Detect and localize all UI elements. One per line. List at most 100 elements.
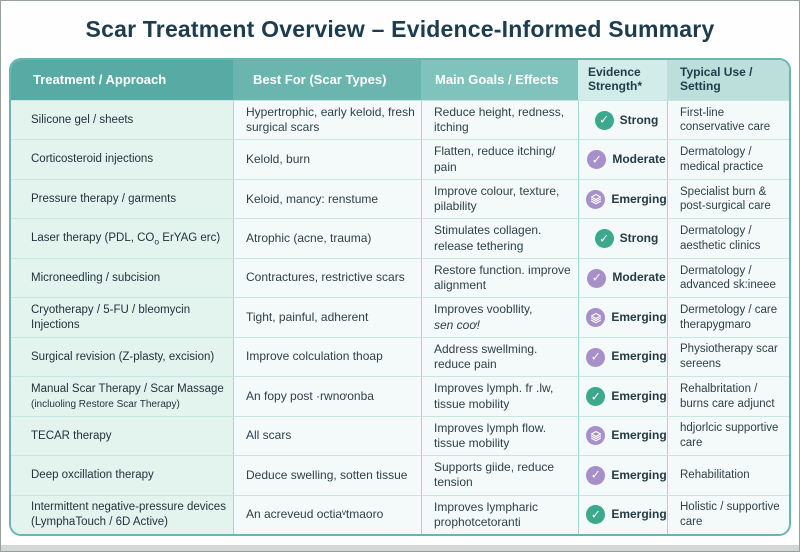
goals-cell: Restore function. improve alignment bbox=[421, 258, 578, 298]
column-header-label: Main Goals / Effects bbox=[435, 71, 559, 87]
evidence-label: Emerging bbox=[611, 309, 667, 324]
evidence-label: Moderate bbox=[612, 270, 666, 285]
typical-use-text: hdjorlcic supportive care bbox=[680, 422, 779, 449]
typical-use-cell: Rehabilitation bbox=[667, 456, 789, 495]
typical-use-text: Specialist burn & post-surgical care bbox=[680, 185, 771, 213]
table-row: Deep oxcillation therapy Deduce swelling,… bbox=[11, 455, 789, 495]
typical-use-text: Holistic / supportive care bbox=[680, 501, 780, 528]
treatment-cell: Surgical revision (Z-plasty, excision) bbox=[11, 337, 233, 377]
typical-use-cell: Physiotherapy scar sereens bbox=[667, 337, 789, 377]
column-header-3: Evidence Strength* bbox=[578, 60, 667, 100]
treatment-label: Microneedling / subcision bbox=[31, 271, 228, 286]
typical-use-text: Dermatology / medical practice bbox=[680, 146, 764, 173]
treatment-cell: Pressure therapy / garments bbox=[11, 179, 233, 219]
best-for-cell: Tight, painful, adherent bbox=[233, 298, 421, 337]
treatment-text: Pressure therapy / garments bbox=[31, 192, 177, 205]
typical-use-text: Dermatology / advanced sk:ineee bbox=[680, 264, 776, 292]
scar-treatment-table: Treatment / Approach Best For (Scar Types… bbox=[9, 58, 791, 537]
best-for-cell: Contractures, restrictive scars bbox=[233, 258, 421, 298]
treatment-cell: TECAR therapy bbox=[11, 416, 233, 456]
goals-text: Improves lymph. fr .lw, tissue mobility bbox=[434, 381, 554, 411]
best-for-text: Improve colculation thoap bbox=[246, 349, 383, 364]
treatment-label: Corticosteroid injections bbox=[31, 152, 228, 167]
treatment-label: Surgical revision (Z-plasty, excision) bbox=[31, 350, 228, 365]
evidence-cell: Emerging bbox=[578, 179, 667, 219]
table-row: Microneedling / subcision Contractures, r… bbox=[11, 257, 789, 298]
check-icon: ✓ bbox=[594, 110, 614, 130]
column-header-2: Main Goals / Effects bbox=[421, 60, 578, 100]
typical-use-cell: First-line conservative care bbox=[667, 101, 789, 140]
evidence-label: Emerging bbox=[611, 467, 667, 482]
evidence-label: Moderate bbox=[612, 152, 666, 167]
evidence-cell: ✓ Strong bbox=[578, 219, 667, 258]
goals-text: Flatten, reduce itching/ pain bbox=[434, 144, 556, 174]
treatment-small-note: (incluoling Restore Scar Therapy) bbox=[31, 398, 180, 410]
check-icon: ✓ bbox=[587, 150, 607, 170]
column-header-label: Best For (Scar Types) bbox=[253, 71, 387, 87]
evidence-cell: Emerging bbox=[578, 298, 667, 337]
treatment-label: Intermittent negative-pressure devices (… bbox=[31, 500, 228, 530]
goals-text: Restore function. improve alignment bbox=[434, 262, 571, 293]
treatment-text: Intermittent negative-pressure devices (… bbox=[31, 500, 226, 528]
table-row: Cryotherapy / 5-FU / bleomycin Injection… bbox=[11, 297, 789, 337]
best-for-cell: Kelold, burn bbox=[233, 140, 421, 179]
evidence-label: Emerging bbox=[611, 428, 667, 443]
evidence-label: Emerging bbox=[611, 388, 667, 403]
typical-use-cell: Holistic / supportive care bbox=[667, 495, 789, 535]
typical-use-text: Physiotherapy scar sereens bbox=[680, 343, 778, 371]
best-for-text: An acreveud octiaᵛtmaoro bbox=[246, 507, 384, 522]
evidence-cell: ✓ Moderate bbox=[578, 258, 667, 298]
best-for-cell: An acreveud octiaᵛtmaoro bbox=[233, 495, 421, 535]
treatment-cell: Manual Scar Therapy / Scar Massage (incl… bbox=[11, 377, 233, 416]
treatment-label: Pressure therapy / garments bbox=[31, 192, 228, 207]
typical-use-cell: Dermatology / medical practice bbox=[667, 140, 789, 179]
typical-use-cell: Rehalbritation / burns care adjunct bbox=[667, 377, 789, 416]
table-row: Surgical revision (Z-plasty, excision) Im… bbox=[11, 336, 789, 377]
best-for-cell: Atrophic (acne, trauma) bbox=[233, 219, 421, 258]
evidence-cell: ✓ Emerging bbox=[578, 495, 667, 535]
column-header-label: Typical Use / Setting bbox=[680, 65, 753, 93]
best-for-text: Atrophic (acne, trauma) bbox=[246, 231, 372, 246]
evidence-cell: ✓ Emerging bbox=[578, 456, 667, 495]
table-row: Silicone gel / sheets Hypertrophic, early… bbox=[11, 100, 789, 140]
best-for-text: Deduce swelling, sotten tissue bbox=[246, 467, 408, 482]
treatment-subscript: o bbox=[154, 236, 160, 247]
goals-text: Reduce height, redness, itching bbox=[434, 105, 565, 135]
evidence-cell: Emerging bbox=[578, 416, 667, 456]
best-for-text: Kelold, burn bbox=[246, 152, 311, 167]
evidence-cell: ✓ Strong bbox=[578, 101, 667, 140]
column-header-label: Treatment / Approach bbox=[33, 71, 167, 87]
table-header-row: Treatment / Approach Best For (Scar Types… bbox=[11, 60, 789, 100]
best-for-cell: Keloid, mancy: renstume bbox=[233, 179, 421, 219]
typical-use-cell: Dermetology / care therapygmaro bbox=[667, 298, 789, 337]
treatment-text: Microneedling / subcision bbox=[31, 271, 161, 284]
treatment-cell: Corticosteroid injections bbox=[11, 140, 233, 179]
best-for-cell: Deduce swelling, sotten tissue bbox=[233, 456, 421, 495]
goals-text: Improves lymph flow. tissue mobility bbox=[434, 420, 547, 450]
goals-text: Stimulates collagen. release tethering bbox=[434, 223, 542, 253]
typical-use-cell: hdjorlcic supportive care bbox=[667, 416, 789, 456]
treatment-text: Deep oxcillation therapy bbox=[31, 468, 154, 481]
table-row: Pressure therapy / garments Keloid, mancy… bbox=[11, 178, 789, 219]
layers-icon bbox=[586, 426, 606, 446]
best-for-cell: An fopy post ·rwnơonba bbox=[233, 377, 421, 416]
evidence-label: Strong bbox=[619, 112, 659, 127]
best-for-text: All scars bbox=[246, 428, 292, 443]
check-icon: ✓ bbox=[586, 387, 606, 407]
treatment-label: Manual Scar Therapy / Scar Massage (incl… bbox=[31, 382, 228, 412]
treatment-text: TECAR therapy bbox=[31, 429, 112, 442]
check-icon: ✓ bbox=[587, 268, 607, 288]
treatment-label: Silicone gel / sheets bbox=[31, 113, 228, 128]
best-for-cell: Hypertrophic, early keloid, fresh surgic… bbox=[233, 101, 421, 140]
goals-cell: Improves lympharic prophotcetoranti bbox=[421, 495, 578, 535]
goals-cell: Address swellming. reduce pain bbox=[421, 337, 578, 377]
treatment-label: Cryotherapy / 5-FU / bleomycin Injection… bbox=[31, 303, 228, 333]
best-for-text: Tight, painful, adherent bbox=[246, 309, 369, 324]
goals-cell: Improves lymph. fr .lw, tissue mobility bbox=[421, 377, 578, 416]
treatment-label: Deep oxcillation therapy bbox=[31, 468, 228, 483]
column-header-4: Typical Use / Setting bbox=[667, 60, 789, 100]
typical-use-text: Dermatology / aesthetic clinics bbox=[680, 225, 761, 252]
evidence-label: Emerging bbox=[611, 349, 667, 364]
typical-use-cell: Dermatology / advanced sk:ineee bbox=[667, 258, 789, 298]
goals-text: Address swellming. reduce pain bbox=[434, 341, 538, 372]
